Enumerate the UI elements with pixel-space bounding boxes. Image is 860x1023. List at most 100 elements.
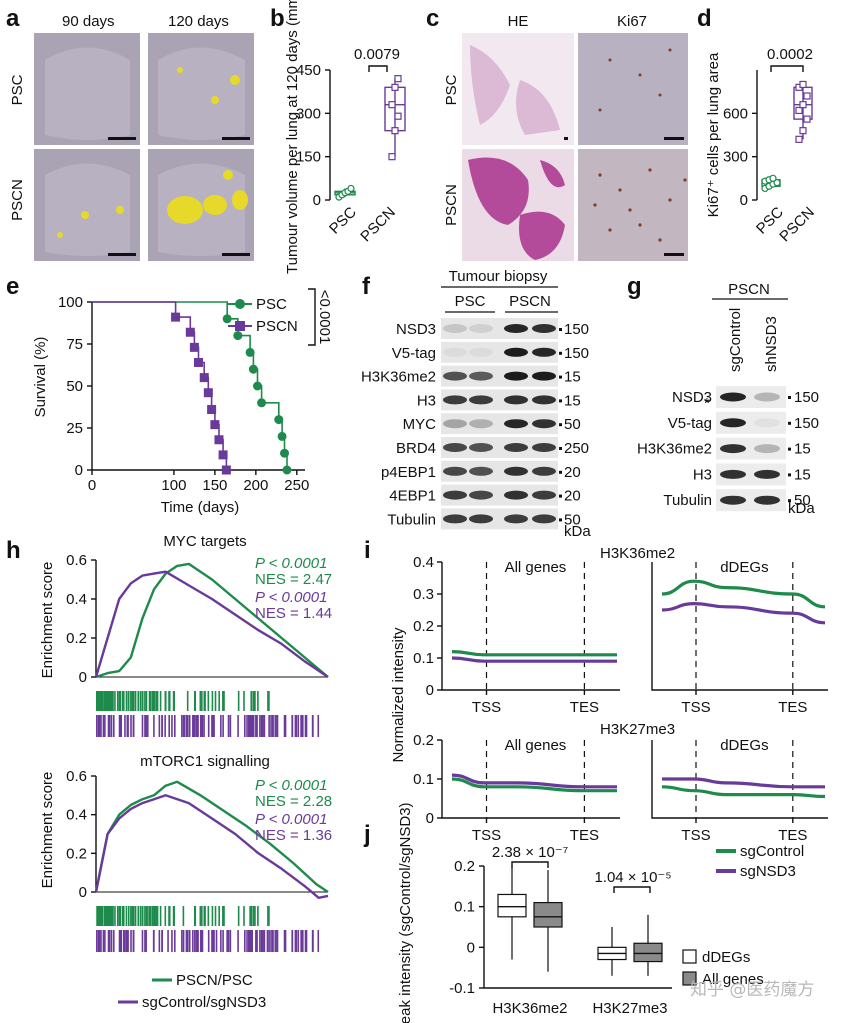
blot-f-marker: 20: [564, 464, 581, 481]
panel-h-bottom-hit-purple: [256, 930, 258, 952]
panel-h-top-hit-purple: [263, 715, 266, 737]
panel-h-top-hit-green: [107, 691, 110, 711]
panel-h-top-hit-green: [118, 691, 121, 711]
panel-h-label: h: [6, 537, 21, 564]
blot-f-band: [469, 324, 493, 333]
panel-h-bottom-hit-green: [168, 906, 170, 926]
panel-b-point: [388, 101, 396, 109]
panel-i-plots: 0 0.1 0.2 0.3 0.4 TSS TES All genes TSS TES dDEGs 0…: [413, 554, 828, 844]
panel-h-top-hit-green: [268, 691, 270, 711]
panel-d-ytick-label: 0: [740, 192, 748, 209]
panel-h-top-hit-purple: [132, 715, 135, 737]
panel-h-top-hit-purple: [186, 715, 188, 737]
panel-d-label: d: [697, 5, 712, 32]
panel-j-ylabel: Δ Peak intensity (sgControl/sgNSD3): [397, 802, 414, 1023]
panel-h-bottom-hit-purple: [251, 930, 254, 952]
panel-g-label: g: [627, 273, 642, 300]
panel-h-bottom-hit-purple: [246, 930, 248, 952]
panel-h-bottom-hit-green: [172, 906, 175, 926]
blot-f-strip: [441, 341, 558, 363]
panel-h-legend-1: PSCN/PSC: [176, 972, 253, 989]
panel-e-ytick-label: 100: [58, 294, 83, 311]
blot-g-strip: [716, 386, 786, 408]
blot-f-band: [469, 514, 493, 524]
panel-h-bottom-ytick-label: 0.6: [66, 768, 87, 785]
panel-h-top-curve-0: [95, 562, 329, 679]
panel-c-col-he: HE: [508, 13, 529, 30]
panel-h-top-hit-green: [207, 691, 210, 711]
panel-j-ytick-label: 0.2: [454, 858, 475, 875]
panel-h-bottom-hit-green: [127, 906, 130, 926]
panel-i-ytick-label: 0.2: [413, 618, 434, 635]
panel-h-top-hit-purple: [305, 715, 308, 737]
panel-j-box: [533, 901, 563, 928]
panel-h-bottom-hit-purple: [227, 930, 230, 952]
panel-h-bottom-hit-purple: [294, 930, 297, 952]
panel-h-top-hit-green: [194, 691, 196, 711]
panel-h-top-hit-green: [159, 691, 162, 711]
panel-b-ytick-label: 300: [296, 105, 321, 122]
panel-b-point: [388, 153, 396, 161]
panel-h-top-hit-purple: [275, 715, 277, 737]
panel-h-bottom-ylabel: Enrichment score: [39, 772, 56, 889]
panel-e-event: [207, 405, 217, 415]
blot-g-row-label: NSD3: [672, 389, 712, 406]
panel-h-top-hit-purple: [311, 715, 314, 737]
panel-i-xtick-label: TES: [778, 827, 807, 844]
panel-h-bottom-hit-purple: [197, 930, 199, 952]
panel-h-top-hit-green: [186, 691, 189, 711]
panel-h-top-hit-green: [122, 691, 125, 711]
panel-c-row-psc: PSC: [443, 74, 460, 105]
panel-h-bottom-hit-green: [204, 906, 206, 926]
panel-b-ytick-label: 150: [296, 149, 321, 166]
panel-h-bottom-hit-green: [257, 906, 259, 926]
panel-h-bottom-hit-green: [146, 906, 148, 926]
panel-h-bottom-hit-purple: [125, 930, 128, 952]
panel-c-label: c: [426, 5, 439, 32]
panel-h-bottom-hit-green: [148, 906, 150, 926]
panel-h-bottom-hit-green: [267, 906, 269, 926]
panel-h-bottom-hit-purple: [200, 930, 202, 952]
panel-e-event: [218, 450, 228, 460]
panel-h-bottom-hit-purple: [112, 930, 115, 952]
panel-h-top-hit-purple: [220, 715, 222, 737]
blot-g-marker-tick: [788, 499, 791, 503]
panel-h-top-hit-green: [110, 691, 112, 711]
blot-f-band: [504, 347, 528, 357]
panel-b-cat-psc: PSC: [326, 204, 360, 238]
blot-f-band: [443, 395, 467, 405]
panel-h-top-hit-green: [164, 691, 167, 711]
blot-f-marker: 50: [564, 511, 581, 528]
blot-f-band: [469, 419, 493, 429]
panel-i-curve: [451, 650, 617, 657]
panel-c-col-ki67: Ki67: [617, 13, 647, 30]
blot-f-marker-tick: [559, 375, 562, 379]
panel-b-point: [394, 112, 402, 120]
panel-f-unit: kDa: [564, 523, 591, 540]
blot-f-marker: 150: [564, 321, 589, 338]
panel-h-top-hit-purple: [188, 715, 190, 737]
panel-h-bottom-hit-green: [99, 906, 101, 926]
blot-f-strip: [441, 365, 558, 387]
panel-h-bottom-hit-purple: [270, 930, 272, 952]
panel-h-bottom-hit-green: [137, 906, 140, 926]
panel-h-top-hit-purple: [237, 715, 239, 737]
panel-i-curve: [661, 579, 826, 609]
panel-j-box-legend: dDEGs All genes: [682, 949, 764, 988]
blot-g-row-label: H3: [693, 466, 712, 483]
panel-h-top-hit-purple: [247, 715, 250, 737]
panel-h-bottom-ytick-label: 0: [79, 884, 87, 901]
blot-g-row-label: Tubulin: [663, 492, 712, 509]
panel-i-curve: [662, 777, 825, 789]
panel-h-top-hit-green: [156, 691, 159, 711]
panel-h-bottom-hit-purple: [220, 930, 222, 952]
panel-g-lane-shnsd3: shNSD3: [763, 316, 780, 372]
panel-h-bottom-hit-green: [125, 906, 128, 926]
blot-f-band: [504, 324, 528, 333]
panel-h-bottom-hit-purple: [317, 930, 320, 952]
panel-h-top-hit-purple: [297, 715, 300, 737]
panel-d-point: [803, 92, 811, 100]
blot-g-band: [720, 469, 746, 479]
panel-j-label: j: [363, 821, 371, 848]
panel-h-bottom-hit-green: [110, 906, 112, 926]
